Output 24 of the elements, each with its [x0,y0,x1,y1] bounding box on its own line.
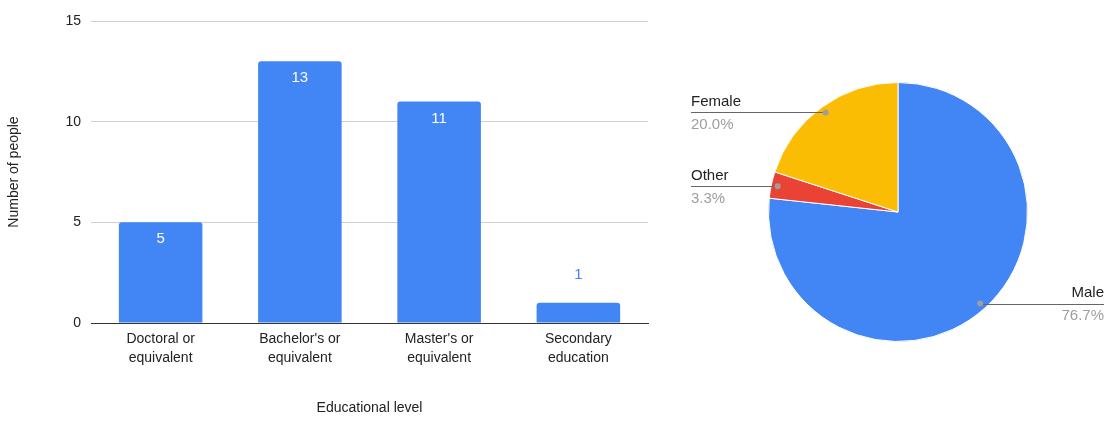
slice-label: Male [1071,283,1104,301]
y-tick-label: 15 [65,11,82,28]
y-tick-label: 0 [73,313,82,330]
x-tick-label: Bachelor's or equivalent [259,330,341,366]
slice-label: Female [691,92,742,110]
x-tick-label: Doctoral or equivalent [126,330,196,366]
x-tick-label: Master's or equivalent [404,330,474,366]
data-label: 13 [291,68,309,86]
y-axis-title: Number of people [5,116,22,228]
x-axis-title: Educational level [316,399,423,416]
data-label: 5 [156,229,165,247]
bar [536,302,621,323]
data-label: 3.3% [691,188,726,206]
y-tick-label: 10 [65,112,82,129]
bar [397,101,481,323]
data-label: 76.7% [1061,306,1104,324]
bar [258,61,342,323]
y-tick-label: 5 [73,213,82,230]
data-label: 1 [574,265,583,283]
data-label: 11 [431,108,447,126]
x-tick-label: Secondary education [544,330,612,366]
data-label: 20.0% [691,115,734,133]
slice-label: Other [691,165,729,183]
bar [118,222,203,323]
